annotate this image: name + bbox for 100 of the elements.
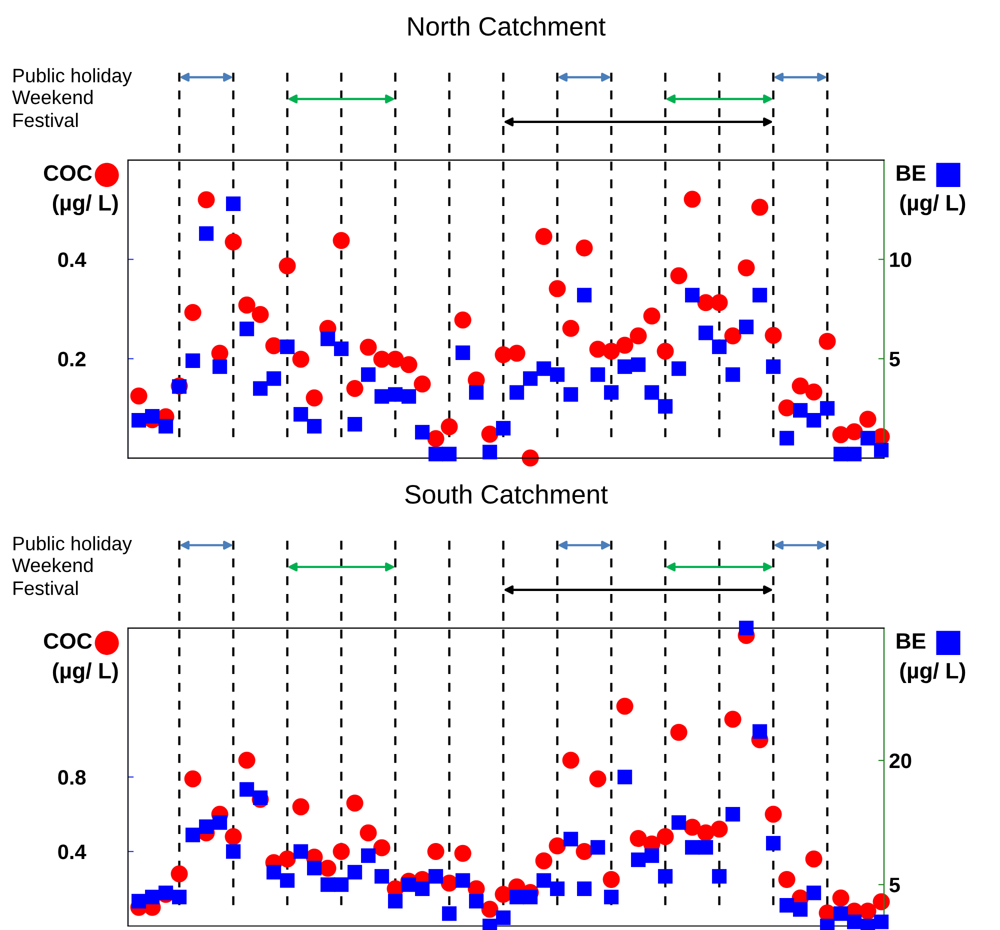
point (456, 873, 470, 888)
point (550, 367, 565, 382)
point (618, 770, 632, 784)
point (602, 342, 620, 360)
point (198, 191, 215, 208)
y-tick-label: 0.8 (58, 770, 86, 785)
point (616, 336, 634, 354)
point (847, 446, 862, 462)
point (280, 340, 295, 354)
point (307, 860, 322, 876)
point (360, 824, 377, 842)
point (818, 332, 836, 350)
point (346, 794, 364, 812)
point (320, 877, 336, 892)
point (739, 620, 754, 636)
point (428, 446, 444, 462)
point (698, 840, 714, 855)
point (550, 881, 565, 896)
point (402, 877, 416, 892)
point (672, 815, 686, 830)
point (644, 848, 660, 863)
point (240, 322, 254, 336)
legend-label: COC (44, 633, 92, 649)
point (508, 344, 526, 362)
point (469, 385, 484, 400)
point (766, 836, 781, 851)
point (442, 446, 457, 462)
point (184, 770, 202, 788)
point (400, 356, 418, 374)
point (834, 906, 848, 921)
y2-tick-label: 20 (890, 753, 912, 768)
point (415, 424, 430, 440)
point (132, 413, 146, 428)
point (332, 843, 350, 860)
point (414, 376, 431, 393)
point (832, 426, 850, 444)
point (604, 385, 619, 400)
point (618, 359, 632, 374)
text: Festival (14, 580, 78, 596)
y2-axis-title: (µg/ L) (900, 662, 966, 684)
text: Festival (14, 112, 78, 128)
text: Public holiday (14, 68, 132, 86)
point (212, 815, 228, 830)
point (469, 894, 484, 908)
point (456, 345, 470, 360)
point (832, 890, 850, 907)
point (685, 288, 700, 302)
point (859, 902, 876, 920)
point (481, 426, 498, 443)
point (238, 296, 256, 314)
point (361, 848, 376, 863)
point (548, 837, 566, 854)
point (226, 844, 241, 859)
point (294, 844, 308, 859)
point (132, 894, 146, 908)
point (670, 267, 688, 284)
point (224, 233, 242, 250)
point (590, 840, 606, 855)
point (374, 869, 390, 884)
point (751, 198, 768, 216)
point (278, 257, 296, 274)
point (616, 698, 634, 715)
point (792, 378, 809, 395)
legend-label: BE (896, 633, 926, 649)
point (589, 770, 606, 788)
point (658, 869, 673, 884)
point (874, 914, 889, 930)
point (739, 320, 754, 334)
point (846, 423, 863, 440)
point (172, 890, 187, 904)
point (780, 430, 794, 446)
point (806, 413, 822, 428)
point (536, 873, 552, 888)
point (240, 782, 254, 797)
point (415, 881, 430, 896)
point (656, 828, 674, 846)
point (872, 893, 890, 910)
point (780, 898, 794, 913)
point (576, 843, 593, 860)
point (510, 385, 524, 400)
point (428, 869, 444, 884)
point (576, 239, 593, 256)
point (535, 228, 552, 246)
point (562, 752, 580, 769)
y-tick-label: 0.2 (58, 352, 86, 366)
point (548, 280, 566, 298)
point (806, 886, 822, 900)
point (604, 890, 619, 904)
point (496, 420, 511, 436)
point (386, 350, 404, 368)
point (644, 385, 660, 400)
text: Public holiday (14, 536, 132, 554)
point (766, 359, 781, 374)
point (348, 864, 362, 880)
point (266, 864, 282, 880)
point (752, 724, 768, 739)
point (253, 790, 268, 805)
point (510, 890, 524, 904)
point (454, 844, 472, 862)
point (388, 894, 403, 908)
